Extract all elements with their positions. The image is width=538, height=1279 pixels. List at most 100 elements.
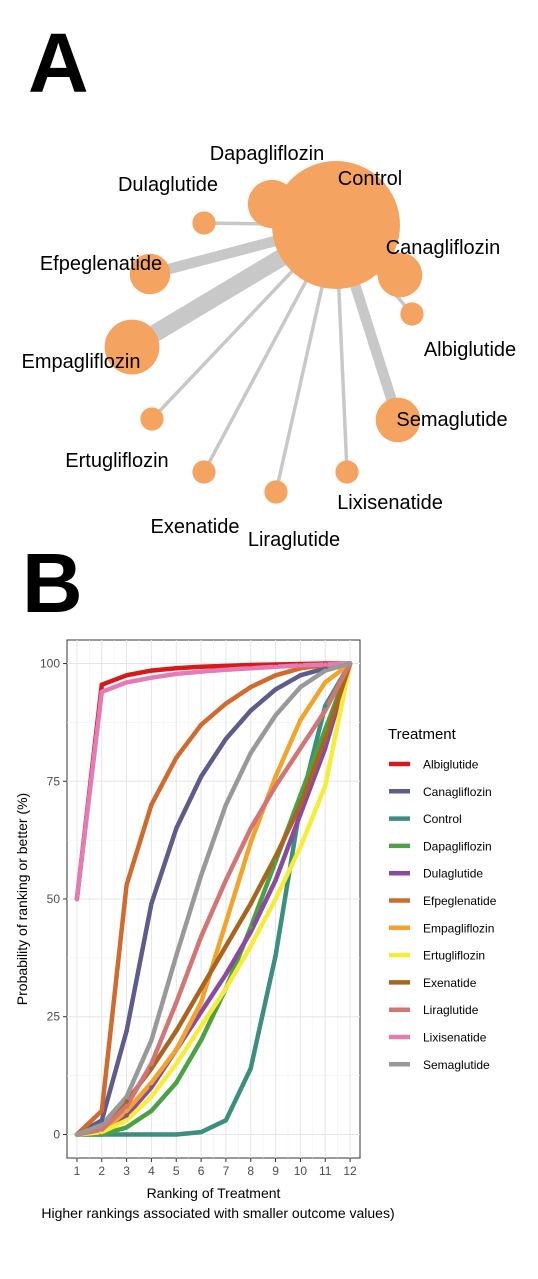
point-empagliflozin	[298, 717, 303, 723]
node-label-dapagliflozin: Dapagliflozin	[210, 143, 325, 165]
point-liraglutide	[198, 934, 204, 939]
point-dulaglutide	[298, 812, 303, 817]
point-control	[248, 1066, 253, 1071]
legend: Treatment Albiglutide Canagliflozin Contro…	[388, 726, 497, 1072]
legend-label-semaglutide: Semaglutide	[423, 1058, 490, 1072]
point-semaglutide	[223, 802, 229, 807]
series-line-ertugliflozin	[74, 661, 353, 1137]
node-label-canagliflozin: Canagliflozin	[386, 237, 501, 259]
point-control	[124, 1132, 129, 1137]
point-liraglutide	[149, 1061, 154, 1067]
point-ertugliflozin	[273, 896, 278, 902]
point-empagliflozin	[124, 1108, 129, 1114]
point-semaglutide	[347, 661, 353, 666]
point-exenatide	[273, 854, 278, 859]
y-axis-title: Probability of ranking or better (%)	[14, 793, 30, 1005]
legend-item-control: Control	[389, 812, 462, 826]
point-exenatide	[323, 736, 328, 742]
x-tick-label: 5	[173, 1164, 180, 1178]
point-liraglutide	[99, 1127, 105, 1132]
point-ertugliflozin	[248, 943, 253, 949]
point-albiglutide	[149, 668, 154, 673]
legend-label-lixisenatide: Lixisenatide	[423, 1031, 487, 1045]
point-dulaglutide	[149, 1085, 154, 1090]
panel-a-letter: A	[28, 16, 89, 110]
point-semaglutide	[174, 953, 179, 958]
point-dapagliflozin	[198, 1038, 204, 1043]
x-tick-label: 6	[198, 1164, 205, 1178]
point-efpeglenatide	[273, 673, 278, 678]
legend-item-albiglutide: Albiglutide	[389, 758, 479, 772]
point-control	[323, 703, 328, 709]
point-control	[198, 1129, 204, 1135]
point-semaglutide	[99, 1122, 105, 1128]
legend-label-empagliflozin: Empagliflozin	[423, 921, 494, 935]
panel-b-letter: B	[22, 536, 83, 630]
network-nodes	[104, 161, 424, 504]
point-albiglutide	[248, 662, 253, 668]
y-tick-label: 0	[53, 1127, 60, 1141]
point-liraglutide	[323, 708, 328, 713]
legend-label-dulaglutide: Dulaglutide	[423, 867, 483, 881]
legend-item-ertugliflozin: Ertugliflozin	[389, 949, 485, 963]
series-line-dapagliflozin	[74, 661, 353, 1137]
point-semaglutide	[273, 713, 278, 718]
x-tick-label: 9	[272, 1164, 279, 1178]
node-label-dulaglutide: Dulaglutide	[118, 174, 218, 196]
y-tick-label: 100	[40, 657, 60, 671]
legend-item-canagliflozin: Canagliflozin	[389, 785, 492, 799]
point-canagliflozin	[99, 1118, 105, 1123]
point-semaglutide	[74, 1132, 80, 1137]
point-dapagliflozin	[248, 925, 253, 930]
point-lixisenatide	[74, 896, 80, 902]
point-semaglutide	[323, 668, 328, 673]
point-dulaglutide	[198, 1009, 204, 1015]
series-line-dulaglutide	[74, 661, 353, 1137]
point-dulaglutide	[273, 878, 278, 883]
point-semaglutide	[149, 1038, 154, 1043]
point-empagliflozin	[174, 1047, 179, 1052]
point-ertugliflozin	[298, 845, 303, 850]
point-efpeglenatide	[174, 755, 179, 760]
series-line-efpeglenatide	[74, 661, 353, 1137]
point-dapagliflozin	[149, 1108, 154, 1114]
point-liraglutide	[124, 1104, 129, 1109]
point-albiglutide	[99, 682, 105, 687]
node-ertugliflozin	[140, 407, 164, 431]
point-efpeglenatide	[124, 882, 129, 888]
legend-item-dapagliflozin: Dapagliflozin	[389, 839, 492, 853]
point-canagliflozin	[273, 687, 278, 692]
x-tick-label: 12	[343, 1164, 357, 1178]
point-empagliflozin	[223, 920, 229, 925]
node-liraglutide	[264, 480, 288, 504]
point-lixisenatide	[174, 671, 179, 677]
series-line-empagliflozin	[74, 661, 353, 1137]
x-axis-title: Ranking of Treatment	[147, 1185, 281, 1201]
point-ertugliflozin	[323, 783, 328, 789]
point-empagliflozin	[149, 1080, 154, 1085]
x-tick-label: 10	[294, 1164, 308, 1178]
x-axis-note: Higher rankings associated with smaller …	[41, 1205, 394, 1221]
point-control	[223, 1118, 229, 1123]
point-ertugliflozin	[174, 1061, 179, 1067]
point-lixisenatide	[124, 680, 129, 685]
node-label-control: Control	[338, 168, 402, 190]
legend-label-efpeglenatide: Efpeglenatide	[423, 894, 497, 908]
x-tick-label: 8	[247, 1164, 254, 1178]
point-semaglutide	[124, 1094, 129, 1100]
point-liraglutide	[298, 746, 303, 751]
point-efpeglenatide	[223, 701, 229, 706]
point-lixisenatide	[248, 666, 253, 671]
x-tick-label: 3	[123, 1164, 130, 1178]
point-lixisenatide	[323, 662, 328, 667]
point-ertugliflozin	[223, 986, 229, 991]
point-lixisenatide	[298, 663, 303, 668]
point-liraglutide	[273, 783, 278, 789]
legend-label-canagliflozin: Canagliflozin	[423, 785, 492, 799]
point-lixisenatide	[149, 675, 154, 680]
point-canagliflozin	[298, 673, 303, 678]
point-dulaglutide	[323, 746, 328, 751]
point-exenatide	[174, 1028, 179, 1034]
